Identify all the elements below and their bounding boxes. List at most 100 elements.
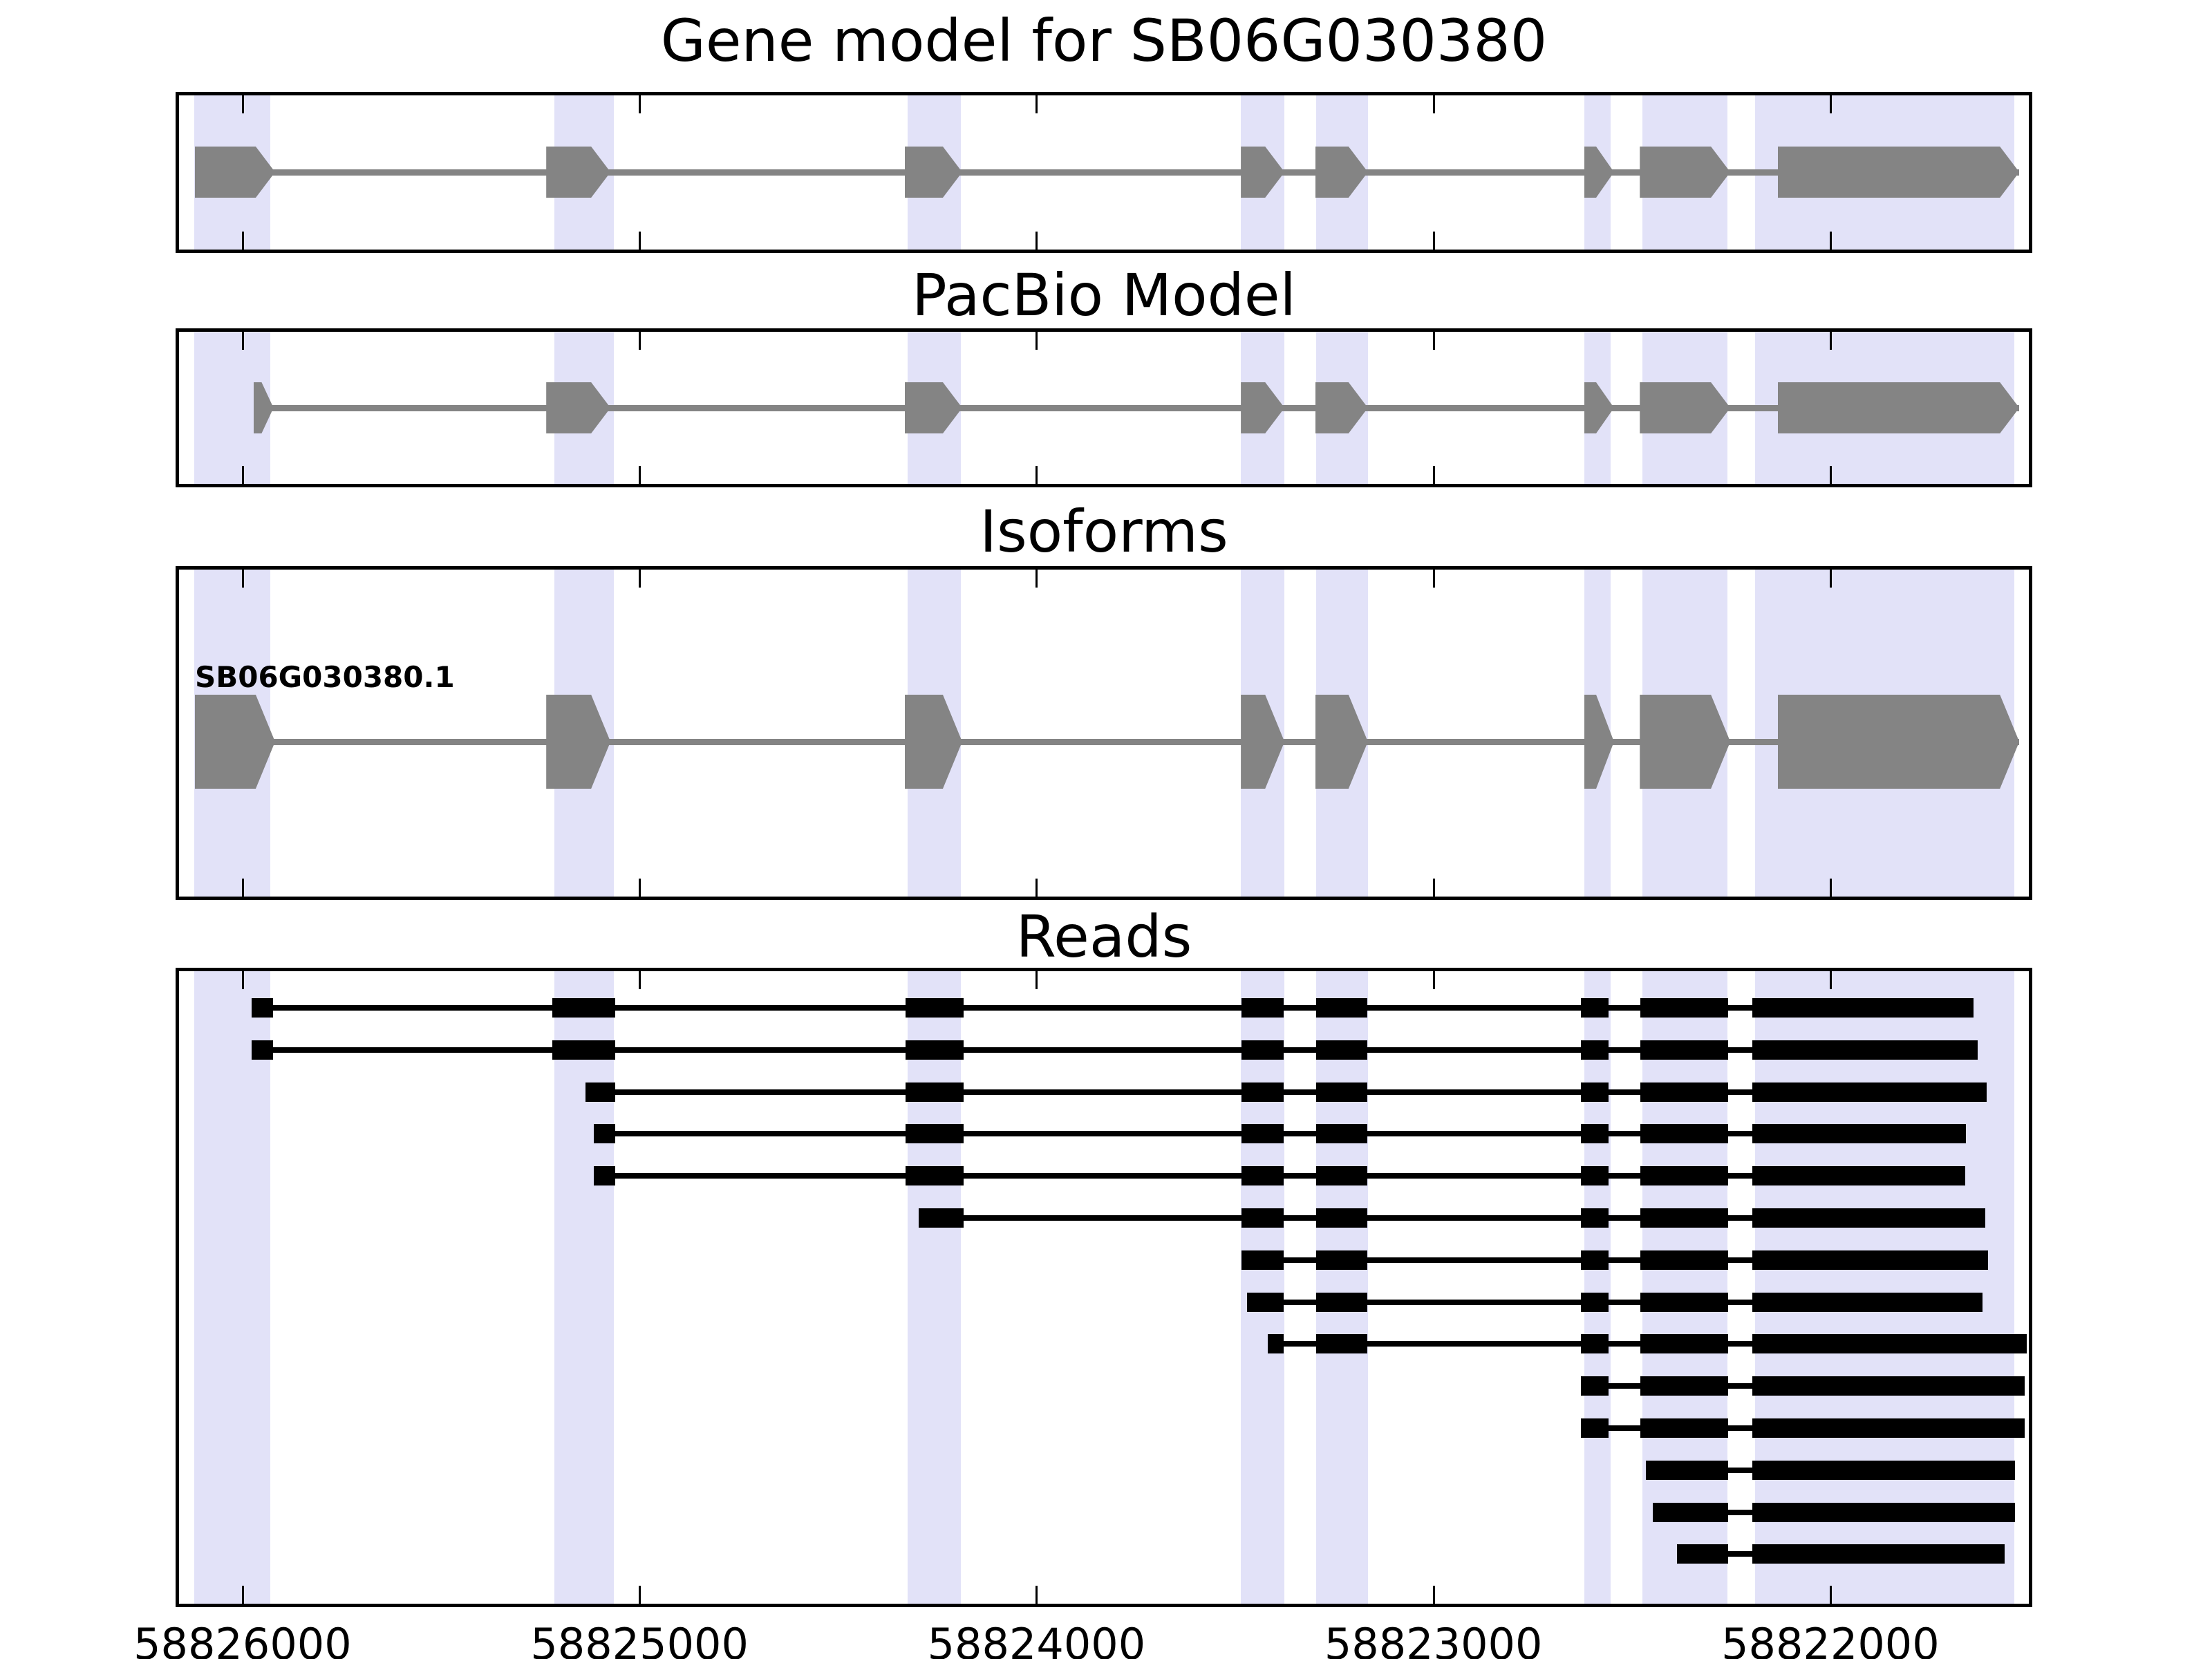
read-exon-block bbox=[1241, 998, 1284, 1018]
read-exon-block bbox=[585, 1082, 616, 1102]
read-intron-line bbox=[1367, 1215, 1582, 1221]
read-exon-block bbox=[1246, 1292, 1284, 1312]
pacbio-title: PacBio Model bbox=[912, 261, 1296, 329]
read-exon-block bbox=[1581, 1376, 1609, 1396]
pacbio-intron-line bbox=[253, 405, 2020, 411]
axis-tick bbox=[1432, 232, 1435, 250]
read-exon-block bbox=[1315, 1040, 1367, 1060]
read-exon-block bbox=[1640, 1250, 1728, 1270]
axis-tick bbox=[1829, 466, 1832, 484]
axis-tick bbox=[639, 95, 641, 113]
read-intron-line bbox=[963, 1173, 1242, 1179]
read-exon-block bbox=[918, 1208, 964, 1228]
read-exon-block bbox=[1241, 1040, 1284, 1060]
read-intron-line bbox=[1609, 1257, 1640, 1263]
axis-tick-label: 58823000 bbox=[1324, 1619, 1543, 1659]
read-exon-block bbox=[1315, 1166, 1367, 1186]
read-exon-block bbox=[1752, 1166, 1965, 1186]
axis-tick bbox=[1432, 971, 1435, 989]
exon-highlight-band bbox=[907, 971, 962, 1604]
read-intron-line bbox=[1367, 1173, 1582, 1179]
read-exon-block bbox=[252, 1040, 274, 1060]
reads-panel bbox=[176, 968, 2032, 1607]
read-exon-block bbox=[1646, 1460, 1728, 1480]
gene-model-title: Gene model for SB06G030380 bbox=[660, 7, 1548, 75]
read-intron-line bbox=[1727, 1425, 1753, 1431]
read-intron-line bbox=[1727, 1257, 1753, 1263]
axis-tick bbox=[639, 570, 641, 588]
read-exon-block bbox=[1640, 1376, 1728, 1396]
axis-tick bbox=[1035, 332, 1038, 350]
read-intron-line bbox=[1609, 1215, 1640, 1221]
exon-highlight-band bbox=[554, 971, 614, 1604]
read-exon-block bbox=[1640, 1166, 1728, 1186]
read-intron-line bbox=[615, 1173, 906, 1179]
exon-highlight-band bbox=[1754, 971, 2015, 1604]
axis-tick bbox=[241, 971, 244, 989]
isoforms-panel: SB06G030380.1 bbox=[176, 566, 2032, 900]
axis-tick bbox=[1829, 971, 1832, 989]
read-exon-block bbox=[1581, 1040, 1609, 1060]
axis-tick bbox=[1829, 1586, 1832, 1604]
read-exon-block bbox=[1752, 998, 1974, 1018]
read-exon-block bbox=[1752, 1502, 2015, 1522]
read-exon-block bbox=[905, 1166, 964, 1186]
gene-model-exon bbox=[1778, 147, 2020, 198]
pacbio-panel bbox=[176, 328, 2032, 487]
axis-tick bbox=[241, 466, 244, 484]
axis-tick bbox=[1035, 466, 1038, 484]
read-intron-line bbox=[1367, 1341, 1582, 1347]
axis-tick bbox=[1432, 1586, 1435, 1604]
read-exon-block bbox=[1581, 1292, 1609, 1312]
exon-highlight-band bbox=[1584, 971, 1611, 1604]
read-intron-line bbox=[963, 1089, 1242, 1095]
read-intron-line bbox=[273, 1005, 553, 1011]
read-exon-block bbox=[593, 1124, 616, 1144]
axis-tick bbox=[1035, 570, 1038, 588]
read-intron-line bbox=[1727, 1467, 1753, 1473]
read-exon-block bbox=[905, 1124, 964, 1144]
read-intron-line bbox=[1367, 1047, 1582, 1053]
axis-tick bbox=[639, 332, 641, 350]
read-intron-line bbox=[615, 1047, 906, 1053]
read-intron-line bbox=[1367, 1257, 1582, 1263]
read-intron-line bbox=[1284, 1131, 1316, 1137]
read-intron-line bbox=[1609, 1131, 1640, 1137]
read-intron-line bbox=[1609, 1089, 1640, 1095]
read-intron-line bbox=[963, 1215, 1242, 1221]
read-exon-block bbox=[1640, 998, 1728, 1018]
read-exon-block bbox=[1752, 1250, 1988, 1270]
read-exon-block bbox=[252, 998, 274, 1018]
axis-tick bbox=[639, 232, 641, 250]
read-exon-block bbox=[1315, 1208, 1367, 1228]
read-intron-line bbox=[1727, 1131, 1753, 1137]
pacbio-exon bbox=[1778, 382, 2020, 433]
axis-tick bbox=[241, 570, 244, 588]
read-intron-line bbox=[1367, 1131, 1582, 1137]
axis-tick bbox=[241, 879, 244, 897]
read-intron-line bbox=[1727, 1299, 1753, 1305]
exon-highlight-band bbox=[1316, 971, 1368, 1604]
axis-tick bbox=[1432, 879, 1435, 897]
axis-tick-label: 58825000 bbox=[530, 1619, 749, 1659]
read-intron-line bbox=[1727, 1047, 1753, 1053]
read-intron-line bbox=[1727, 1215, 1753, 1221]
gene-model-exon bbox=[195, 147, 275, 198]
read-intron-line bbox=[963, 1005, 1242, 1011]
read-exon-block bbox=[1640, 1418, 1728, 1438]
read-exon-block bbox=[1268, 1334, 1284, 1354]
read-exon-block bbox=[1241, 1208, 1284, 1228]
read-exon-block bbox=[1581, 998, 1609, 1018]
read-exon-block bbox=[1640, 1082, 1728, 1102]
exon-highlight-band bbox=[194, 971, 271, 1604]
read-intron-line bbox=[1284, 1299, 1316, 1305]
axis-tick-label: 58826000 bbox=[133, 1619, 352, 1659]
axis-tick bbox=[639, 466, 641, 484]
read-exon-block bbox=[1315, 1082, 1367, 1102]
read-exon-block bbox=[1241, 1082, 1284, 1102]
read-exon-block bbox=[1581, 1250, 1609, 1270]
read-exon-block bbox=[1752, 1376, 2025, 1396]
read-exon-block bbox=[1752, 1460, 2015, 1480]
read-exon-block bbox=[1241, 1124, 1284, 1144]
read-intron-line bbox=[1609, 1173, 1640, 1179]
